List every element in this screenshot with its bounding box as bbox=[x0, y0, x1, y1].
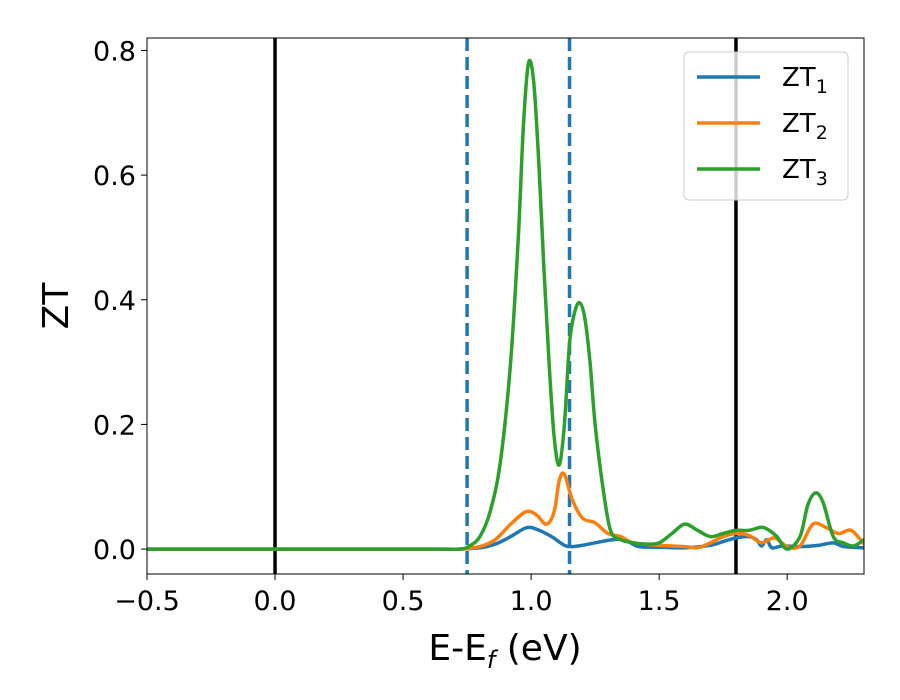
x-tick-label: 1.0 bbox=[510, 586, 553, 617]
legend-label-zt1: ZT1 bbox=[782, 63, 828, 98]
x-tick-label: 0.5 bbox=[382, 586, 425, 617]
x-tick-label: 2.0 bbox=[766, 586, 809, 617]
legend-label-zt2: ZT2 bbox=[782, 109, 828, 144]
reference-lines bbox=[273, 38, 738, 574]
y-tick-label: 0.0 bbox=[93, 535, 136, 566]
x-axis-title-main: E-E bbox=[428, 628, 486, 669]
y-tick-label: 0.4 bbox=[93, 286, 136, 317]
x-tick-label: 1.5 bbox=[638, 586, 681, 617]
y-tick-label: 0.6 bbox=[93, 161, 136, 192]
y-tick-label: 0.8 bbox=[93, 36, 136, 67]
x-axis-title-unit: (eV) bbox=[495, 628, 581, 669]
y-axis-ticks: 0.0 0.2 0.4 0.6 0.8 bbox=[93, 36, 147, 566]
series-line-zt3 bbox=[147, 58, 864, 552]
x-tick-label: −0.5 bbox=[114, 586, 180, 617]
x-axis-ticks: −0.5 0.0 0.5 1.0 1.5 2.0 bbox=[114, 574, 809, 617]
plot-frame bbox=[146, 37, 865, 575]
y-tick-label: 0.2 bbox=[93, 410, 136, 441]
x-axis-title: E-Ef (eV) bbox=[428, 628, 581, 674]
x-tick-label: 0.0 bbox=[254, 586, 297, 617]
legend: ZT1 ZT2 ZT3 bbox=[683, 51, 849, 201]
y-axis-title: ZT bbox=[36, 282, 77, 330]
series-layer bbox=[147, 58, 864, 552]
legend-box bbox=[683, 51, 849, 201]
legend-label-zt3: ZT3 bbox=[782, 155, 828, 190]
